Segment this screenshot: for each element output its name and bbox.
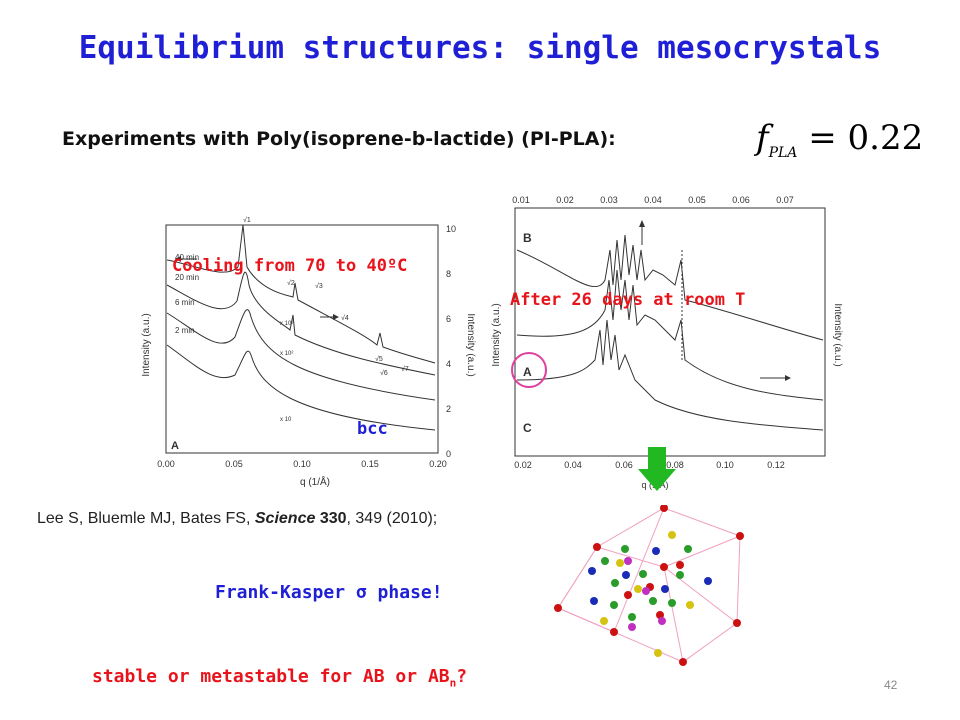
curve-label: 40 min <box>175 253 199 262</box>
reference-authors: Lee S, Bluemle MJ, Bates FS, <box>37 510 255 527</box>
peak-label: √3 <box>315 282 323 290</box>
right-xtick-bottom: 0.02 <box>514 460 532 470</box>
right-xtick-bottom: 0.12 <box>767 460 785 470</box>
question-end: ? <box>456 666 468 687</box>
right-xtick-top: 0.02 <box>556 195 574 205</box>
peak-label: √2 <box>287 279 295 287</box>
left-ylabel-right: Intensity (a.u.) <box>465 313 476 376</box>
sigma-phase-crystal-structure <box>554 505 744 666</box>
peak-label: √1 <box>243 216 251 224</box>
peak-label: √4 <box>341 314 349 322</box>
peak-label: √5 <box>375 355 383 363</box>
formula-rhs: = 0.22 <box>808 118 924 158</box>
curve-label: 2 min <box>175 326 195 335</box>
subtitle-text: Experiments with Poly(isoprene-b-lactide… <box>62 128 616 150</box>
left-xtick: 0.00 <box>157 459 175 469</box>
reference-citation: Lee S, Bluemle MJ, Bates FS, Science 330… <box>37 510 437 528</box>
left-ytick-right: 10 <box>446 224 456 234</box>
curve-label: 20 min <box>175 273 199 282</box>
right-xtick-bottom: 0.10 <box>716 460 734 470</box>
curve-label-A: A <box>523 365 532 379</box>
left-xlabel: q (1/Å) <box>300 475 330 488</box>
reference-journal: Science <box>254 510 316 527</box>
right-xtick-top: 0.06 <box>732 195 750 205</box>
left-panel-label: A <box>171 440 179 452</box>
scale-label: x 10² <box>280 351 293 357</box>
curve-6min <box>166 309 436 401</box>
curve-C <box>516 319 824 431</box>
left-ytick-right: 6 <box>446 314 451 324</box>
cooling-note: Cooling from 70 to 40ºC <box>172 256 408 276</box>
subtitle: Experiments with Poly(isoprene-b-lactide… <box>62 128 616 150</box>
scale-label: x 10³ <box>280 321 293 327</box>
arrow-right <box>333 314 339 320</box>
right-ylabel-right: Intensity (a.u.) <box>832 303 843 366</box>
arrow-up <box>639 220 645 227</box>
right-xtick-top: 0.04 <box>644 195 662 205</box>
highlight-circle <box>511 352 547 388</box>
left-ytick-right: 0 <box>446 449 451 459</box>
curve-B <box>516 234 824 341</box>
right-xtick-bottom: 0.08 <box>666 460 684 470</box>
formula-fpla: fPLA = 0.22 <box>756 118 923 161</box>
right-xtick-bottom: 0.04 <box>564 460 582 470</box>
after-note: After 26 days at room T <box>510 290 746 310</box>
right-xtick-top: 0.07 <box>776 195 794 205</box>
curve-label-B: B <box>523 231 532 245</box>
right-xtick-top: 0.01 <box>512 195 530 205</box>
question-subscript: n <box>449 676 457 690</box>
left-ylabel: Intensity (a.u.) <box>141 313 152 376</box>
reference-volume: 330 <box>319 510 347 527</box>
left-ytick-right: 8 <box>446 269 451 279</box>
arrow-right <box>785 375 791 381</box>
left-xtick: 0.15 <box>361 459 379 469</box>
left-xtick: 0.10 <box>293 459 311 469</box>
left-ytick-right: 4 <box>446 359 451 369</box>
bcc-label: bcc <box>357 419 388 439</box>
curve-20min <box>166 271 436 376</box>
question-text: stable or metastable for AB or AB <box>92 666 450 687</box>
right-xtick-top: 0.03 <box>600 195 618 205</box>
page-number: 42 <box>884 678 898 692</box>
curve-label-C: C <box>523 421 532 435</box>
frank-kasper-label: Frank-Kasper σ phase! <box>215 582 443 603</box>
left-saxs-plot: Intensity (a.u.) Intensity (a.u.) 0 2 4 … <box>141 216 476 488</box>
formula-subscript: PLA <box>768 144 798 161</box>
reference-rest: , 349 (2010); <box>346 510 438 527</box>
stability-question: stable or metastable for AB or ABn? <box>92 666 467 690</box>
right-xtick-top: 0.05 <box>688 195 706 205</box>
green-down-arrow <box>638 447 676 491</box>
left-ytick-right: 2 <box>446 404 451 414</box>
right-xtick-bottom: 0.06 <box>615 460 633 470</box>
peak-label: √6 <box>380 369 388 377</box>
atoms <box>554 505 744 666</box>
left-xtick: 0.05 <box>225 459 243 469</box>
right-ylabel: Intensity (a.u.) <box>491 303 502 366</box>
curve-40min <box>166 224 436 364</box>
formula-symbol: f <box>756 118 769 158</box>
peak-label: √7 <box>401 365 409 373</box>
right-saxs-plot: 0.01 0.02 0.03 0.04 0.05 0.06 0.07 0.02 … <box>491 195 843 490</box>
curve-A <box>516 269 824 401</box>
scale-label: x 10 <box>280 417 292 423</box>
slide-title: Equilibrium structures: single mesocryst… <box>78 30 882 66</box>
left-xtick: 0.20 <box>429 459 447 469</box>
curve-label: 6 min <box>175 298 195 307</box>
curve-2min <box>166 344 436 431</box>
